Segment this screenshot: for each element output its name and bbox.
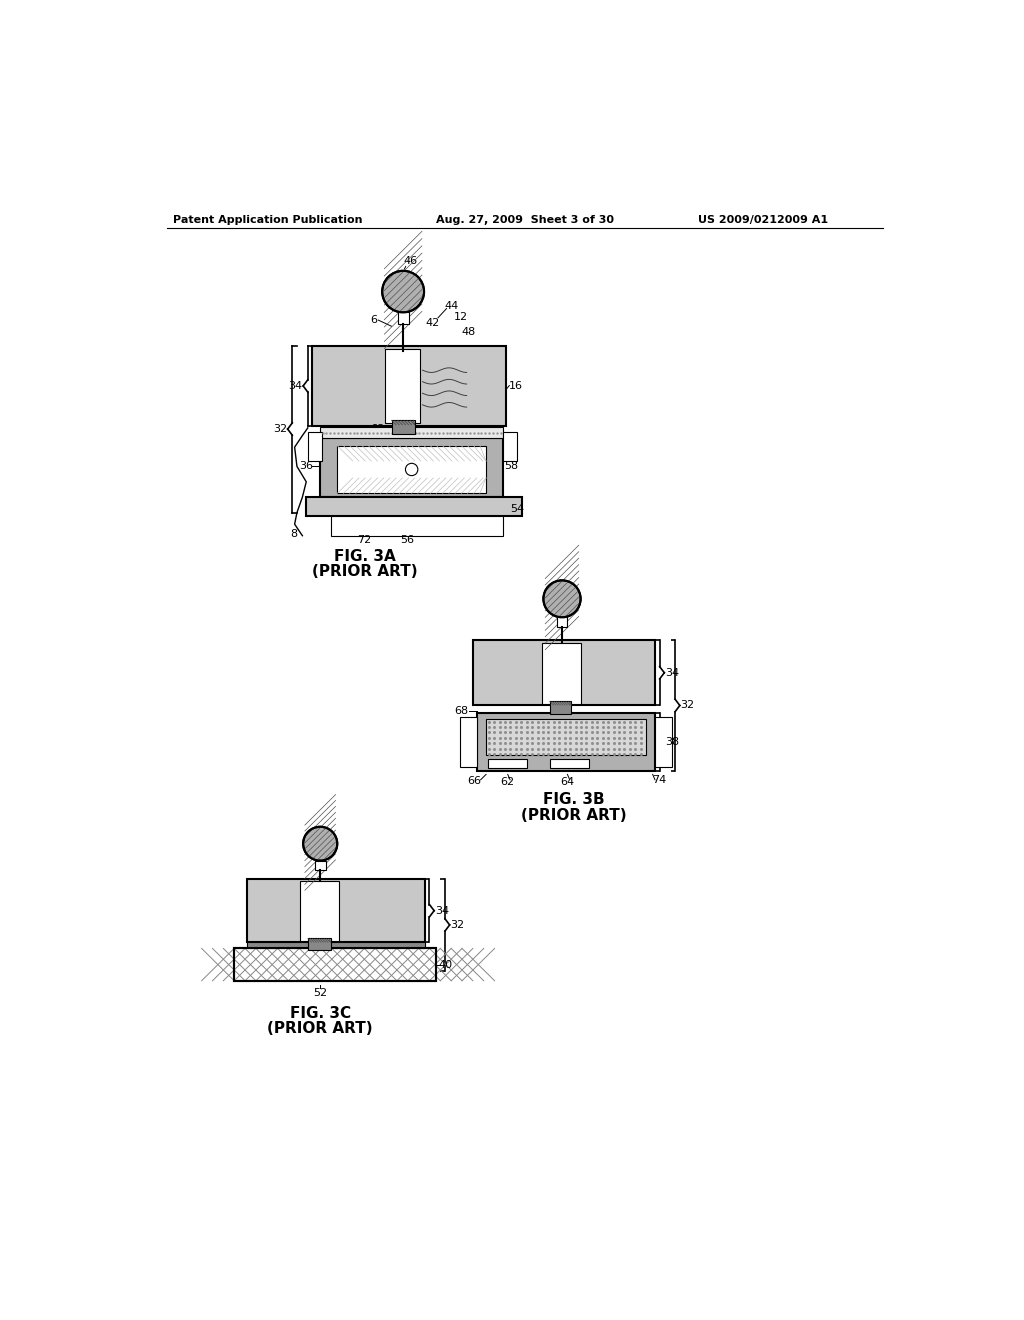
Text: 52: 52 [313, 989, 328, 998]
Text: 6: 6 [370, 315, 377, 325]
Text: (PRIOR ART): (PRIOR ART) [311, 565, 417, 579]
Bar [655, 717, 672, 767]
Bar [234, 948, 436, 981]
Bar [460, 717, 477, 767]
Bar [306, 498, 521, 516]
Bar [312, 346, 506, 426]
Text: 64: 64 [560, 777, 574, 787]
Bar [314, 861, 326, 870]
Text: 36: 36 [299, 462, 313, 471]
Text: 12: 12 [455, 312, 468, 322]
Text: 46: 46 [403, 256, 418, 265]
Text: FIG. 3B: FIG. 3B [543, 792, 604, 808]
Bar [247, 879, 425, 942]
Bar [337, 446, 486, 494]
Text: Patent Application Publication: Patent Application Publication [173, 215, 362, 224]
Bar [308, 432, 322, 461]
Circle shape [544, 581, 581, 618]
Text: 38: 38 [665, 737, 679, 747]
Text: 32: 32 [451, 920, 465, 929]
Bar [550, 759, 589, 768]
Bar [391, 420, 415, 434]
Text: 58: 58 [505, 462, 519, 471]
Text: 54: 54 [510, 504, 524, 513]
Bar [234, 948, 436, 981]
Text: 40: 40 [438, 960, 453, 970]
Text: US 2009/0212009 A1: US 2009/0212009 A1 [698, 215, 828, 224]
Bar [473, 640, 655, 705]
Text: 44: 44 [444, 301, 459, 312]
Bar [550, 701, 571, 714]
Circle shape [382, 271, 424, 313]
Text: (PRIOR ART): (PRIOR ART) [521, 808, 627, 822]
Bar [397, 313, 409, 323]
Circle shape [303, 826, 337, 861]
Text: 8: 8 [290, 529, 297, 539]
Text: 72: 72 [357, 535, 372, 545]
Text: 66: 66 [467, 776, 481, 785]
Bar [557, 618, 567, 627]
Text: (PRIOR ART): (PRIOR ART) [267, 1020, 373, 1036]
Bar [477, 713, 655, 771]
Text: 74: 74 [652, 775, 667, 785]
Bar [542, 643, 581, 704]
Bar [321, 428, 503, 438]
Bar [308, 939, 331, 950]
Text: FIG. 3A: FIG. 3A [334, 549, 395, 564]
Bar [300, 880, 339, 941]
Text: 34: 34 [435, 906, 449, 916]
Text: 68: 68 [455, 706, 468, 717]
Text: 16: 16 [509, 380, 522, 391]
Bar [503, 432, 517, 461]
Text: 32: 32 [681, 701, 694, 710]
Text: 34: 34 [289, 381, 302, 391]
Text: 56: 56 [400, 535, 414, 545]
Circle shape [406, 463, 418, 475]
Bar [321, 438, 503, 498]
Text: 62: 62 [501, 777, 515, 787]
Text: 34: 34 [665, 668, 679, 677]
Bar [385, 350, 420, 422]
Text: FIG. 3C: FIG. 3C [290, 1006, 351, 1020]
Text: 32: 32 [272, 424, 287, 434]
Text: Aug. 27, 2009  Sheet 3 of 30: Aug. 27, 2009 Sheet 3 of 30 [436, 215, 613, 224]
Text: 68: 68 [371, 425, 385, 434]
Bar [488, 759, 527, 768]
Bar [331, 516, 503, 536]
Bar [247, 942, 425, 948]
Bar [486, 719, 646, 755]
Text: 48: 48 [462, 327, 476, 338]
Text: 42: 42 [425, 318, 439, 329]
